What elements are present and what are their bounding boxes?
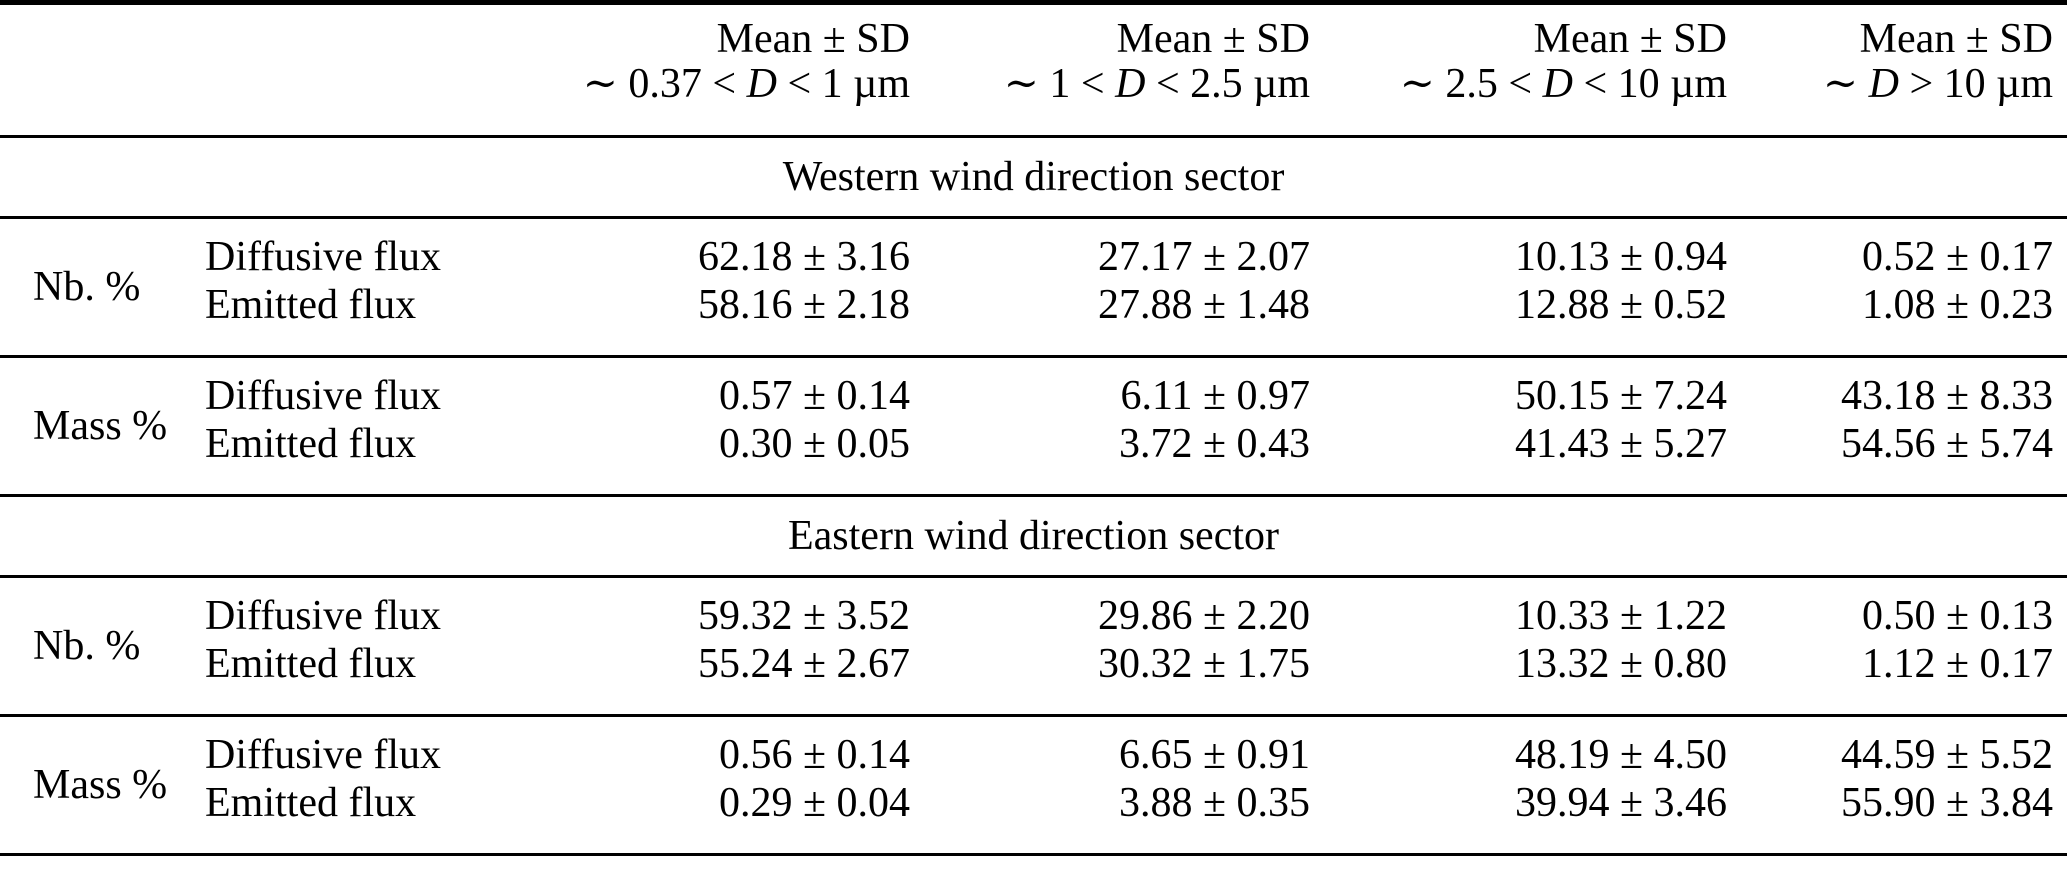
- diameter-symbol: D: [1542, 61, 1573, 107]
- value-cell: 10.13 ± 0.94: [1514, 234, 1727, 280]
- row-label-diffusive-flux: Diffusive flux: [205, 732, 442, 778]
- diameter-symbol: D: [746, 61, 777, 107]
- table-row: Mass % Diffusive flux 0.57 ± 0.14 6.11 ±…: [0, 356, 2067, 497]
- value-cell: 54.56 ± 5.74: [1727, 420, 2067, 497]
- row-label-emitted-flux: Emitted flux: [205, 779, 545, 856]
- value-cell: 1.08 ± 0.23: [1727, 281, 2067, 358]
- value-cell: 0.30 ± 0.05: [545, 420, 910, 497]
- value-cell: 43.18 ± 8.33: [1840, 373, 2053, 419]
- group-label-mass-percent: Mass %: [0, 715, 205, 856]
- value-cell: 10.33 ± 1.22: [1514, 593, 1727, 639]
- value-cell: 59.32 ± 3.52: [697, 593, 910, 639]
- header-spacer: [0, 2, 205, 138]
- value-cell: 3.72 ± 0.43: [910, 420, 1310, 497]
- value-cell: 29.86 ± 2.20: [1097, 593, 1310, 639]
- size-range-label: ∼ 1 < D < 2.5 µm: [1003, 61, 1310, 107]
- diameter-symbol: D: [1868, 61, 1899, 107]
- row-label-diffusive-flux: Diffusive flux: [205, 234, 442, 280]
- value-cell: 0.52 ± 0.17: [1861, 234, 2053, 280]
- col-header-size-4: Mean ± SD ∼ D > 10 µm: [1727, 2, 2067, 138]
- group-label-nb-percent: Nb. %: [0, 217, 205, 358]
- section-heading-western: Western wind direction sector: [0, 136, 2067, 219]
- value-cell: 3.88 ± 0.35: [910, 779, 1310, 856]
- section-heading-row: Eastern wind direction sector: [0, 495, 2067, 578]
- table-row: Mass % Diffusive flux 0.56 ± 0.14 6.65 ±…: [0, 715, 2067, 856]
- size-range-label: ∼ 0.37 < D < 1 µm: [582, 61, 910, 107]
- col-header-size-2: Mean ± SD ∼ 1 < D < 2.5 µm: [910, 2, 1310, 138]
- diameter-symbol: D: [1115, 61, 1146, 107]
- value-cell: 50.15 ± 7.24: [1514, 373, 1727, 419]
- value-cell: 0.50 ± 0.13: [1861, 593, 2053, 639]
- mean-sd-label: Mean ± SD: [1116, 16, 1310, 62]
- row-label-diffusive-flux: Diffusive flux: [205, 593, 442, 639]
- col-header-size-3: Mean ± SD ∼ 2.5 < D < 10 µm: [1310, 2, 1727, 138]
- row-label-emitted-flux: Emitted flux: [205, 640, 545, 717]
- value-cell: 48.19 ± 4.50: [1514, 732, 1727, 778]
- mean-sd-label: Mean ± SD: [1859, 16, 2053, 62]
- value-cell: 41.43 ± 5.27: [1310, 420, 1727, 497]
- section-heading-row: Western wind direction sector: [0, 136, 2067, 219]
- mean-sd-label: Mean ± SD: [716, 16, 910, 62]
- value-cell: 0.29 ± 0.04: [545, 779, 910, 856]
- col-header-size-1: Mean ± SD ∼ 0.37 < D < 1 µm: [545, 2, 910, 138]
- group-label-mass-percent: Mass %: [0, 356, 205, 497]
- header-spacer: [205, 2, 545, 138]
- value-cell: 13.32 ± 0.80: [1310, 640, 1727, 717]
- table-row: Emitted flux 58.16 ± 2.18 27.88 ± 1.48 1…: [0, 281, 2067, 358]
- column-header-row: Mean ± SD ∼ 0.37 < D < 1 µm Mean ± SD ∼ …: [0, 2, 2067, 138]
- table-row: Emitted flux 0.29 ± 0.04 3.88 ± 0.35 39.…: [0, 779, 2067, 856]
- value-cell: 55.90 ± 3.84: [1727, 779, 2067, 856]
- value-cell: 6.11 ± 0.97: [1120, 373, 1311, 419]
- value-cell: 6.65 ± 0.91: [1118, 732, 1310, 778]
- value-cell: 27.88 ± 1.48: [910, 281, 1310, 358]
- group-label-nb-percent: Nb. %: [0, 576, 205, 717]
- value-cell: 0.57 ± 0.14: [718, 373, 910, 419]
- value-cell: 0.56 ± 0.14: [718, 732, 910, 778]
- value-cell: 55.24 ± 2.67: [545, 640, 910, 717]
- row-label-diffusive-flux: Diffusive flux: [205, 373, 442, 419]
- row-label-emitted-flux: Emitted flux: [205, 281, 545, 358]
- value-cell: 39.94 ± 3.46: [1310, 779, 1727, 856]
- value-cell: 12.88 ± 0.52: [1310, 281, 1727, 358]
- value-cell: 62.18 ± 3.16: [697, 234, 910, 280]
- value-cell: 30.32 ± 1.75: [910, 640, 1310, 717]
- section-heading-eastern: Eastern wind direction sector: [0, 495, 2067, 578]
- table-row: Emitted flux 0.30 ± 0.05 3.72 ± 0.43 41.…: [0, 420, 2067, 497]
- mean-sd-label: Mean ± SD: [1533, 16, 1727, 62]
- table-row: Nb. % Diffusive flux 62.18 ± 3.16 27.17 …: [0, 217, 2067, 358]
- table-row: Emitted flux 55.24 ± 2.67 30.32 ± 1.75 1…: [0, 640, 2067, 717]
- size-range-label: ∼ D > 10 µm: [1822, 61, 2053, 107]
- row-label-emitted-flux: Emitted flux: [205, 420, 545, 497]
- value-cell: 44.59 ± 5.52: [1840, 732, 2053, 778]
- value-cell: 1.12 ± 0.17: [1727, 640, 2067, 717]
- flux-statistics-table: Mean ± SD ∼ 0.37 < D < 1 µm Mean ± SD ∼ …: [0, 0, 2067, 856]
- value-cell: 58.16 ± 2.18: [545, 281, 910, 358]
- table-row: Nb. % Diffusive flux 59.32 ± 3.52 29.86 …: [0, 576, 2067, 717]
- value-cell: 27.17 ± 2.07: [1097, 234, 1310, 280]
- size-range-label: ∼ 2.5 < D < 10 µm: [1399, 61, 1727, 107]
